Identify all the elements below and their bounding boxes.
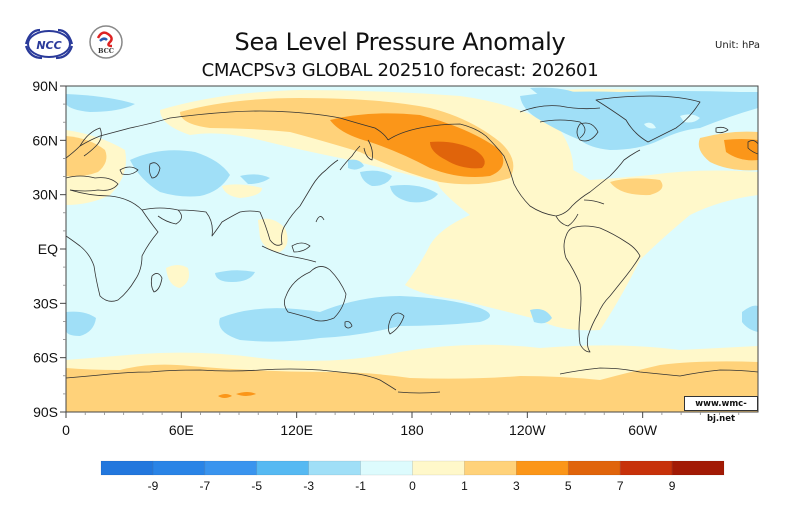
colorbar-swatch <box>619 460 673 476</box>
unit-label: Unit: hPa <box>715 40 760 51</box>
bcc-logo-text: BCC <box>98 47 114 55</box>
x-tick-label: 60W <box>628 422 658 438</box>
colorbar-label: -9 <box>148 479 159 493</box>
y-tick-label: 30S <box>33 295 58 311</box>
x-tick-label: 120W <box>509 422 546 438</box>
anomaly-band-5-to-7 <box>430 141 485 169</box>
colorbar-swatch <box>567 460 621 476</box>
anomaly-map <box>66 86 758 412</box>
colorbar: -9 -7 -5 -3 -1 0 1 3 5 7 9 <box>100 460 725 493</box>
colorbar-label: 3 <box>513 479 520 493</box>
bcc-logo: BCC <box>88 24 124 60</box>
anomaly-band-minus3-to-minus1 <box>66 87 758 342</box>
y-tick-label: 90S <box>33 404 58 420</box>
chart-title: Sea Level Pressure Anomaly <box>234 28 566 56</box>
colorbar-label: 9 <box>669 479 676 493</box>
x-tick-label: 0 <box>62 422 70 438</box>
colorbar-label: 0 <box>409 479 416 493</box>
colorbar-swatch <box>204 460 258 476</box>
y-tick-label: 30N <box>32 187 58 203</box>
x-tick-label: 120E <box>280 422 313 438</box>
colorbar-swatch <box>256 460 309 476</box>
x-tick-label: 60E <box>169 422 194 438</box>
x-tick-label: 180 <box>400 422 424 438</box>
y-tick-label: 60S <box>33 350 58 366</box>
colorbar-label: -7 <box>199 479 210 493</box>
y-tick-label: 60N <box>32 132 58 148</box>
colorbar-label: -5 <box>251 479 262 493</box>
colorbar-swatch <box>360 460 413 476</box>
coastlines <box>66 95 758 394</box>
colorbar-label: -1 <box>355 479 366 493</box>
colorbar-label: -3 <box>303 479 314 493</box>
bcc-logo-icon: BCC <box>89 25 123 59</box>
ncc-logo: NCC <box>20 24 78 62</box>
colorbar-swatch <box>516 460 569 476</box>
colorbar-label: 5 <box>565 479 572 493</box>
credit-label: www.wmc-bj.net <box>684 396 758 424</box>
colorbar-swatch <box>152 460 206 476</box>
colorbar-swatch <box>412 460 465 476</box>
ncc-logo-icon: NCC <box>24 28 74 60</box>
colorbar-swatch <box>464 460 517 476</box>
y-tick-label: 90N <box>32 78 58 94</box>
colorbar-label: 1 <box>461 479 468 493</box>
colorbar-swatch <box>308 460 361 476</box>
colorbar-label: 7 <box>617 479 624 493</box>
colorbar-swatch <box>671 460 725 476</box>
y-tick-label: EQ <box>38 241 58 257</box>
colorbar-swatch <box>100 460 154 476</box>
ncc-logo-text: NCC <box>36 39 61 52</box>
chart-subtitle: CMACPSv3 GLOBAL 202510 forecast: 202601 <box>201 60 599 81</box>
